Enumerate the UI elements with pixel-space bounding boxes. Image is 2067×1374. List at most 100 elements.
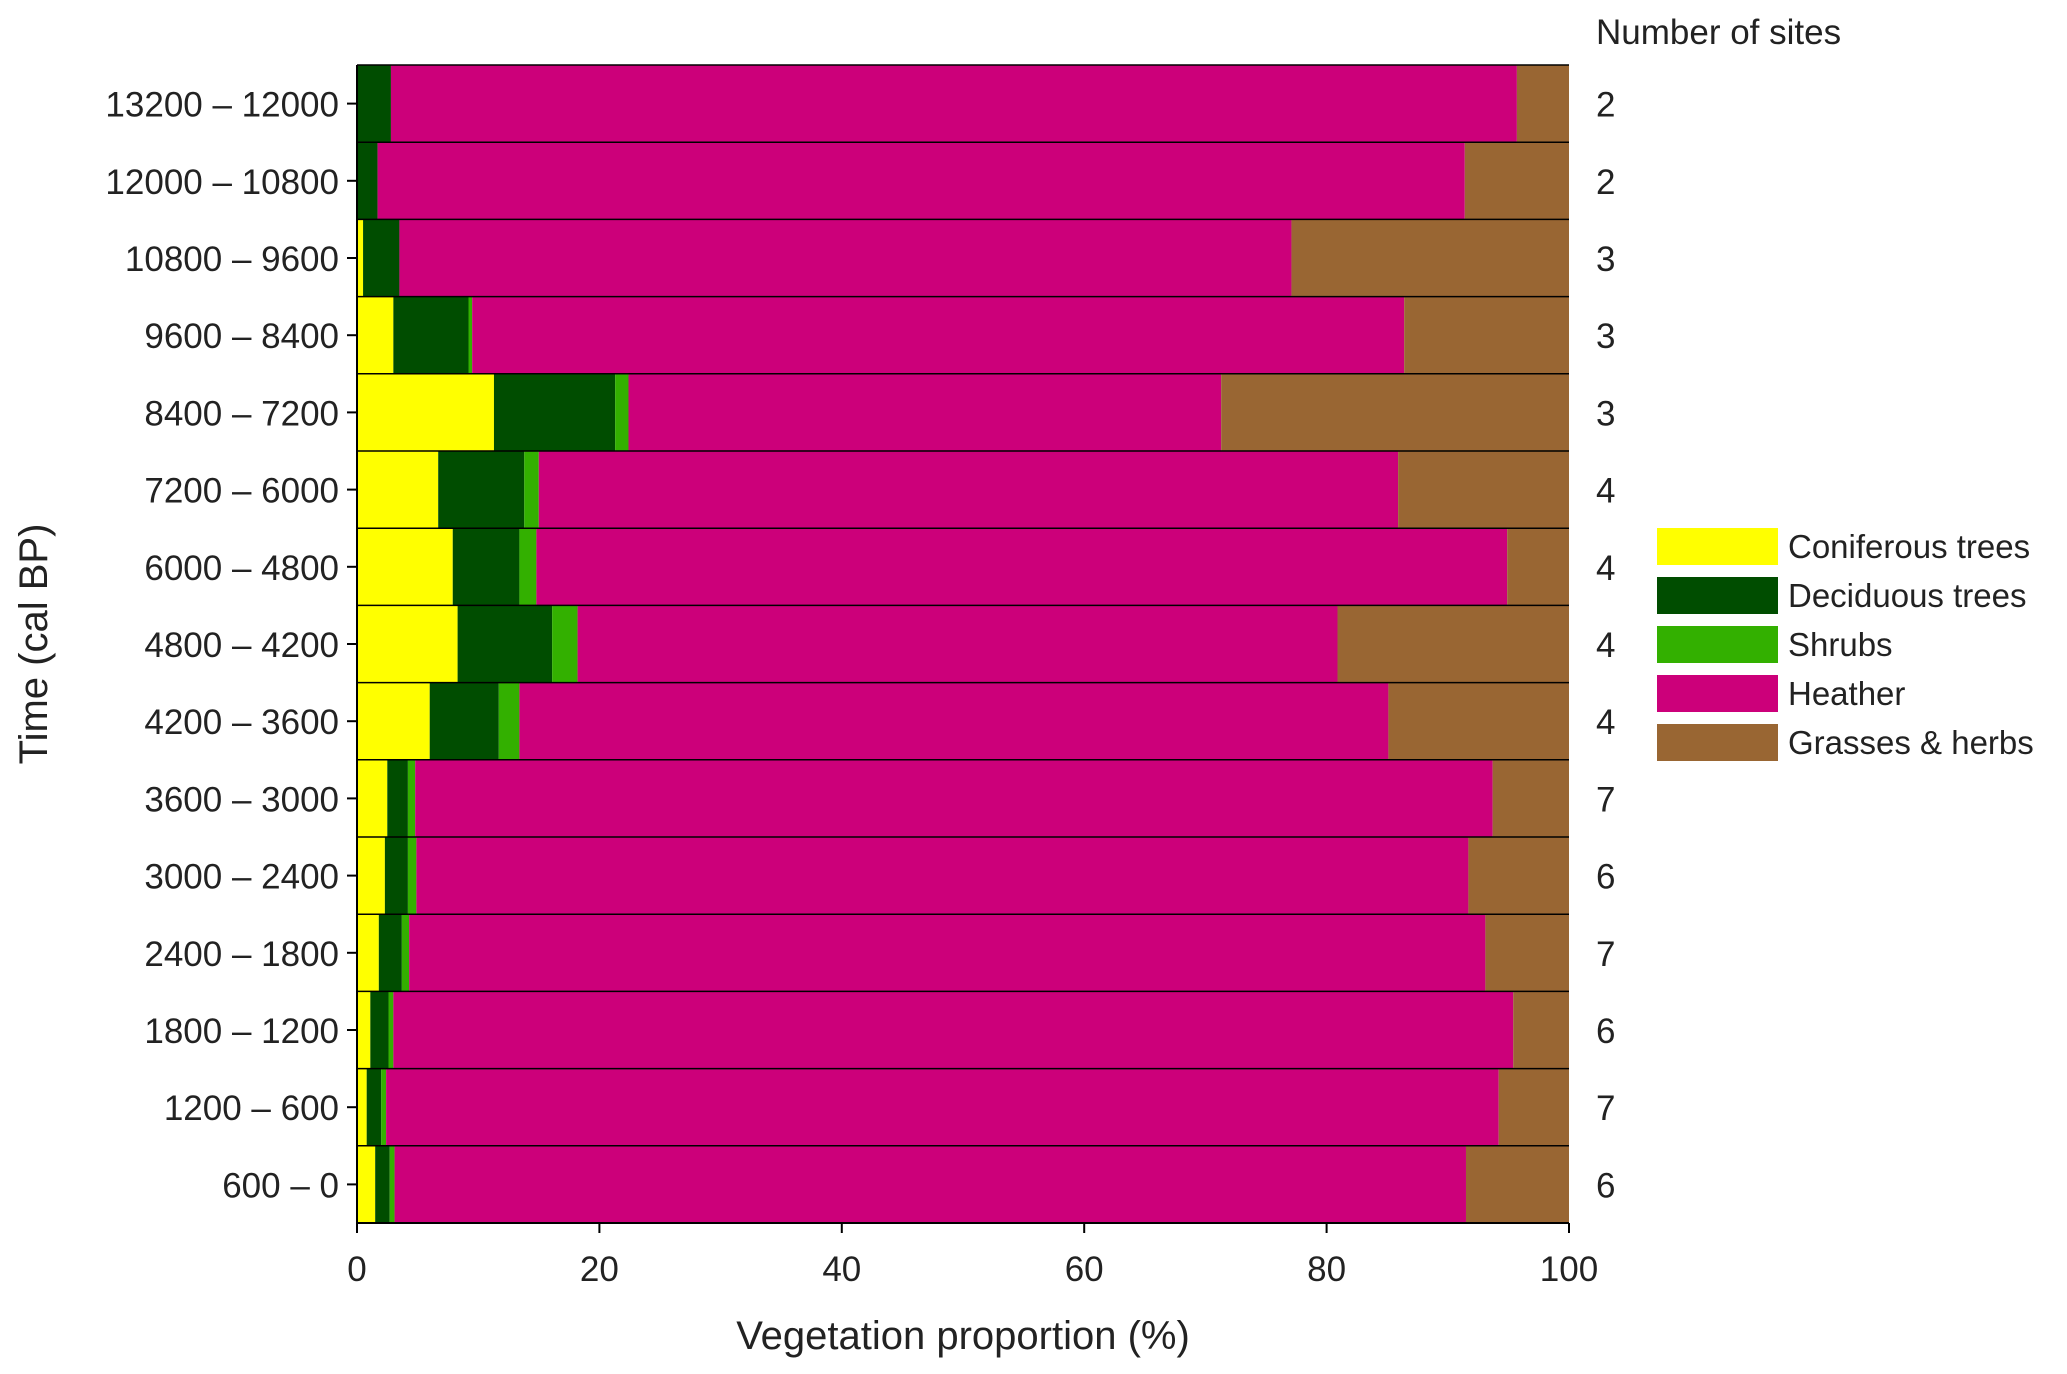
bar-segment	[457, 605, 553, 683]
x-tick-label: 0	[347, 1250, 366, 1289]
site-count: 6	[1596, 858, 1615, 897]
legend-label: Grasses & herbs	[1788, 724, 2034, 761]
y-axis-title: Time (cal BP)	[12, 524, 56, 765]
bar-segment	[357, 296, 394, 374]
y-tick-label: 1800 – 1200	[144, 1012, 339, 1051]
x-tick-label: 100	[1540, 1250, 1598, 1289]
y-tick-label: 3600 – 3000	[144, 780, 339, 819]
bar-segment	[468, 296, 473, 374]
bar-segment	[377, 142, 1465, 220]
bar-segment	[357, 991, 371, 1069]
legend-label: Heather	[1788, 675, 1905, 712]
bar-segment	[615, 373, 629, 451]
legend-swatch	[1657, 675, 1778, 712]
bar-segment	[1507, 528, 1569, 606]
bar-segment	[429, 682, 499, 760]
site-count: 4	[1596, 549, 1615, 588]
bar-segment	[1465, 1145, 1569, 1223]
bar-segment	[472, 296, 1405, 374]
site-count: 2	[1596, 86, 1615, 125]
bar-segment	[393, 991, 1514, 1069]
bar-segment	[357, 65, 391, 143]
bar-segment	[357, 373, 494, 451]
site-count: 4	[1596, 703, 1615, 742]
bar-segment	[357, 1068, 367, 1146]
bar-segment	[388, 991, 394, 1069]
site-count: 3	[1596, 240, 1615, 279]
y-tick-label: 4800 – 4200	[144, 626, 339, 665]
bar-segment	[1291, 219, 1569, 297]
bar-segment	[387, 759, 408, 837]
bar-segment	[401, 914, 410, 992]
bars	[357, 64, 1569, 1224]
bar-segment	[370, 991, 389, 1069]
legend-swatch	[1657, 724, 1778, 761]
bar-segment	[366, 1068, 382, 1146]
bar-segment	[407, 837, 417, 915]
bar-segment	[393, 296, 469, 374]
bar-segment	[357, 451, 439, 529]
x-tick-label: 80	[1307, 1250, 1346, 1289]
bar-segment	[416, 837, 1469, 915]
y-tick-label: 600 – 0	[222, 1166, 339, 1205]
bar-segment	[399, 219, 1292, 297]
sites-header: Number of sites	[1596, 13, 1841, 52]
bar-segment	[386, 1068, 1499, 1146]
bar-segment	[493, 373, 616, 451]
bar-segment	[524, 451, 539, 529]
bar-segment	[1404, 296, 1569, 374]
x-axis-ticks: 0 20 40 60 80 100	[347, 1223, 1598, 1289]
bar-segment	[1388, 682, 1569, 760]
bar-segment	[1337, 605, 1569, 683]
site-count: 6	[1596, 1166, 1615, 1205]
legend-label: Coniferous trees	[1788, 528, 2030, 565]
x-tick-label: 60	[1065, 1250, 1104, 1289]
x-axis-title: Vegetation proportion (%)	[736, 1314, 1190, 1358]
bar-segment	[384, 837, 408, 915]
bar-segment	[375, 1145, 390, 1223]
bar-segment	[1468, 837, 1569, 915]
bar-segment	[536, 528, 1508, 606]
bar-segment	[357, 1145, 376, 1223]
bar-segment	[357, 914, 379, 992]
bar-segment	[394, 1145, 1466, 1223]
bar-segment	[1221, 373, 1569, 451]
bar-segment	[519, 682, 1389, 760]
bar-segment	[409, 914, 1486, 992]
y-tick-label: 13200 – 12000	[105, 86, 339, 125]
legend-label: Deciduous trees	[1788, 577, 2026, 614]
bar-segment	[389, 1145, 395, 1223]
bar-segment	[357, 759, 388, 837]
y-tick-label: 9600 – 8400	[144, 317, 339, 356]
legend-label: Shrubs	[1788, 626, 1893, 663]
site-count: 3	[1596, 317, 1615, 356]
site-count: 7	[1596, 935, 1615, 974]
bar-segment	[552, 605, 578, 683]
site-count: 7	[1596, 780, 1615, 819]
bar-segment	[628, 373, 1222, 451]
site-count: 6	[1596, 1012, 1615, 1051]
bar-segment	[378, 914, 402, 992]
bar-segment	[538, 451, 1399, 529]
y-tick-label: 8400 – 7200	[144, 394, 339, 433]
site-count: 7	[1596, 1089, 1615, 1128]
bar-segment	[415, 759, 1493, 837]
y-tick-label: 4200 – 3600	[144, 703, 339, 742]
bar-segment	[1513, 991, 1569, 1069]
site-count: 4	[1596, 472, 1615, 511]
bar-segment	[357, 142, 378, 220]
y-tick-label: 1200 – 600	[164, 1089, 339, 1128]
bar-segment	[1498, 1068, 1569, 1146]
y-axis-ticks: 13200 – 12000 12000 – 10800 10800 – 9600 96…	[105, 86, 357, 1205]
x-tick-label: 40	[822, 1250, 861, 1289]
bar-segment	[498, 682, 520, 760]
y-tick-label: 6000 – 4800	[144, 549, 339, 588]
bar-segment	[1485, 914, 1569, 992]
bar-segment	[357, 219, 364, 297]
bar-segment	[357, 605, 458, 683]
bar-segment	[357, 528, 453, 606]
bar-segment	[390, 65, 1517, 143]
bar-segment	[357, 682, 430, 760]
bar-segment	[1464, 142, 1569, 220]
